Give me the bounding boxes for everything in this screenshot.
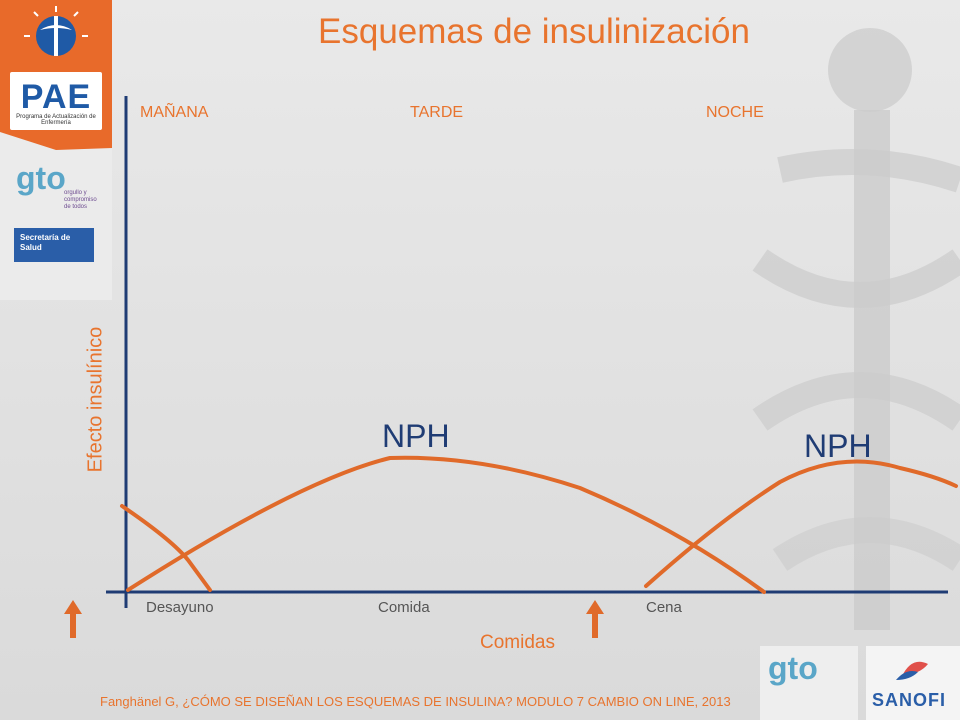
meal-label-lunch: Comida (378, 599, 430, 616)
pae-logo-text: PAE (20, 78, 92, 116)
meal-arrow-icon (586, 600, 604, 638)
nph-evening-curve (644, 459, 958, 588)
nph-label-morning: NPH (382, 418, 450, 454)
gto-logo: gto orgullo y compromiso de todos (16, 160, 97, 216)
sanofi-logo: SANOFI (866, 646, 960, 720)
period-label-morning: MAÑANA (140, 104, 209, 121)
x-axis-label: Comidas (480, 632, 555, 653)
gto-logo-tagline: orgullo y compromiso de todos (64, 190, 97, 210)
slide-title: Esquemas de insulinización (318, 12, 750, 51)
meal-label-breakfast: Desayuno (146, 599, 214, 616)
sanofi-logo-text: SANOFI (872, 690, 947, 710)
gto-corner-logo: gto (760, 646, 858, 720)
nph-label-evening: NPH (804, 428, 872, 464)
pae-logo-subtitle: Programa de Actualización de Enfermería (16, 114, 96, 126)
gto-logo-text: gto (16, 160, 66, 196)
nph-morning-curve (126, 455, 766, 594)
residual-basal-curve (120, 504, 212, 592)
logo-sidebar: PAE Programa de Actualización de Enferme… (0, 0, 112, 300)
period-label-night: NOCHE (706, 104, 764, 121)
sanofi-bird-icon (896, 661, 928, 680)
citation-text: Fanghänel G, ¿CÓMO SE DISEÑAN LOS ESQUEM… (100, 694, 731, 709)
gto-corner-logo-text: gto (768, 650, 818, 686)
meal-arrow-icon (64, 600, 82, 638)
period-label-afternoon: TARDE (410, 104, 464, 121)
meal-label-dinner: Cena (646, 599, 682, 616)
y-axis-label: Efecto insulínico (84, 326, 107, 473)
secretaria-salud-logo: Secretaría de Salud (14, 228, 94, 262)
pae-badge-icon (0, 0, 112, 150)
